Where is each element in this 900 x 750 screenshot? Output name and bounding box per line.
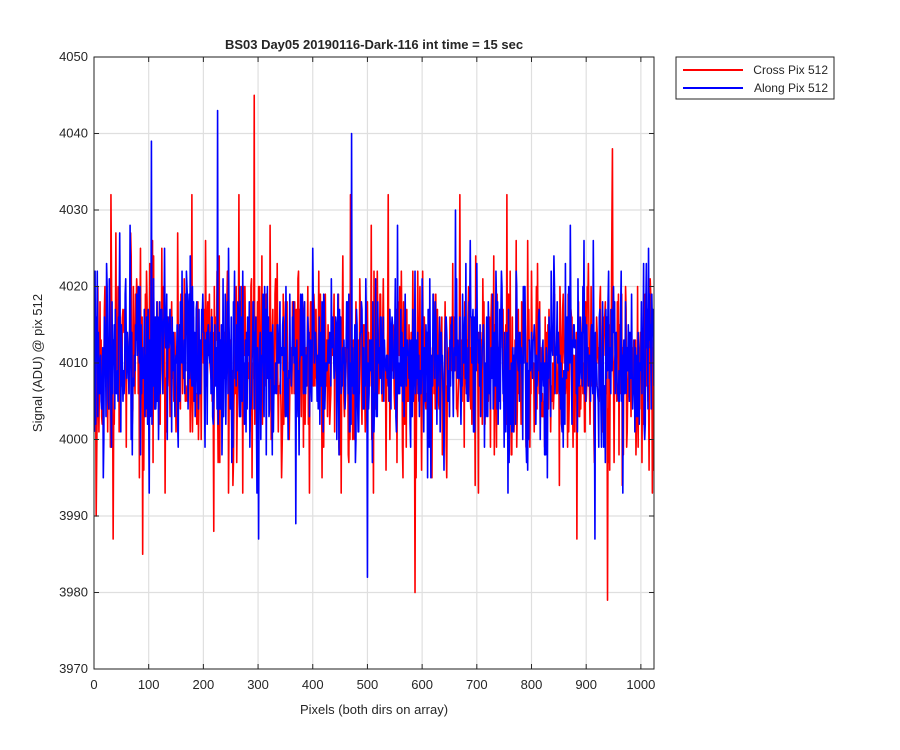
series-lines [94, 94, 654, 601]
y-tick-label: 4040 [59, 126, 88, 141]
x-axis-label: Pixels (both dirs on array) [300, 702, 448, 717]
x-tick-label: 800 [521, 677, 543, 692]
y-tick-label: 4050 [59, 49, 88, 64]
legend-box [675, 56, 835, 100]
x-tick-label: 300 [247, 677, 269, 692]
x-tick-label: 1000 [626, 677, 655, 692]
legend-entry-cross: Cross Pix 512 [753, 63, 828, 77]
x-tick-label: 600 [411, 677, 433, 692]
y-tick-label: 4010 [59, 355, 88, 370]
y-tick-label: 3990 [59, 508, 88, 523]
y-axis-label: Signal (ADU) @ pix 512 [30, 294, 45, 432]
y-tick-label: 4030 [59, 202, 88, 217]
x-tick-label: 0 [90, 677, 97, 692]
x-tick-label: 500 [357, 677, 379, 692]
y-tick-label: 4000 [59, 432, 88, 447]
legend-entry-along: Along Pix 512 [754, 81, 828, 95]
y-tick-label: 4020 [59, 279, 88, 294]
x-tick-label: 100 [138, 677, 160, 692]
x-tick-label: 400 [302, 677, 324, 692]
chart-title: BS03 Day05 20190116-Dark-116 int time = … [225, 37, 523, 52]
legend: Cross Pix 512 Along Pix 512 [675, 56, 835, 100]
x-tick-label: 900 [575, 677, 597, 692]
y-tick-label: 3980 [59, 585, 88, 600]
axis-ticks: 0 100 200 300 400 500 600 700 800 900 1000 3970 3980… [59, 49, 655, 692]
y-tick-label: 3970 [59, 661, 88, 676]
series-line-along [94, 109, 654, 578]
x-tick-label: 200 [193, 677, 215, 692]
x-tick-label: 700 [466, 677, 488, 692]
